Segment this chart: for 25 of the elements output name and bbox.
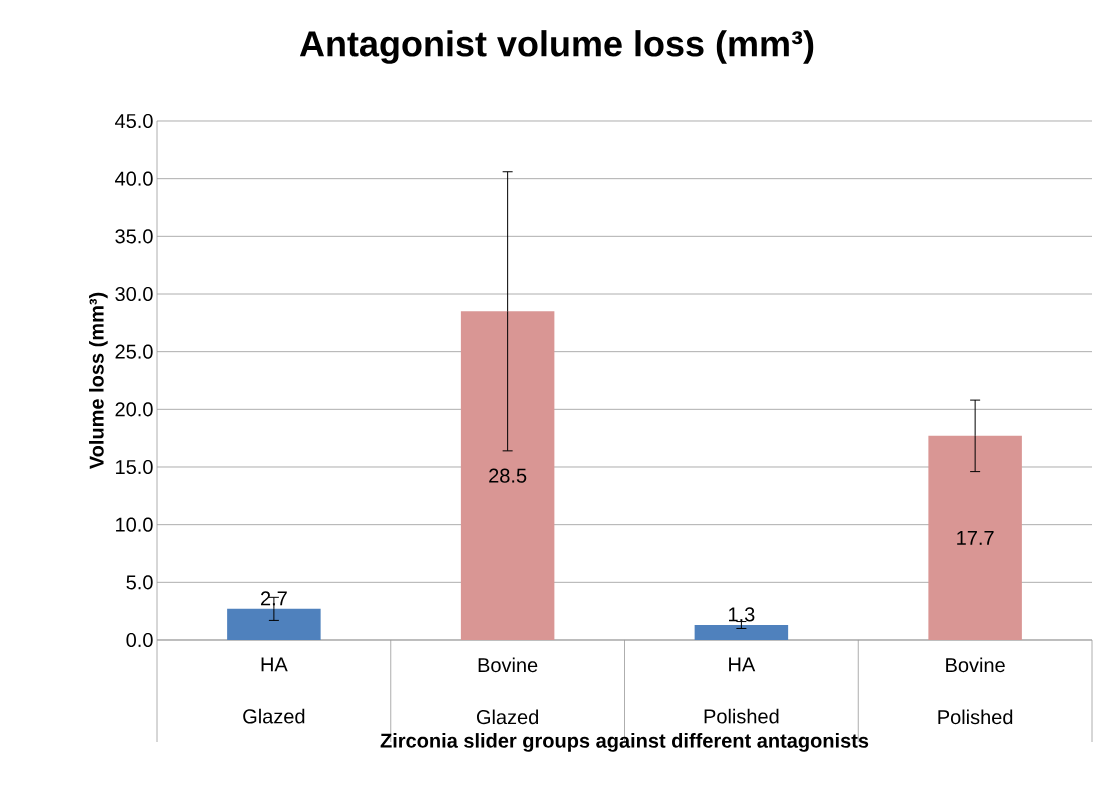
chart-title: Antagonist volume loss (mm³) [299,30,814,64]
category-label: HA Polished [704,657,779,724]
category-label: HA Glazed [243,657,305,724]
x-axis-title: Zirconia slider groups against different antagonists [380,733,869,752]
bar [694,625,789,640]
y-tick-label: 25.0 [115,344,153,359]
bar [460,311,555,640]
category-label: Bovine Glazed [476,657,539,725]
data-label: 17.7 [957,531,994,545]
y-tick-label: 10.0 [116,517,153,532]
bar [928,435,1022,640]
y-tick-label: 30.0 [115,286,153,302]
y-tick-label: 5.0 [126,575,153,590]
y-tick-label: 0.0 [126,632,153,648]
data-label: 28.5 [489,468,527,483]
y-tick-label: 35.0 [115,229,153,244]
y-tick-label: 40.0 [115,171,153,186]
category-label: Bovine Polished [938,657,1013,725]
y-tick-label: 20.0 [115,402,153,417]
y-axis-title: Volume loss (mm³) [89,292,108,470]
y-tick-label: 45.0 [115,113,153,129]
bar [227,608,321,640]
data-label: 2.7 [260,591,287,606]
data-label: 1.3 [729,607,755,622]
y-tick-label: 15.0 [116,459,153,475]
